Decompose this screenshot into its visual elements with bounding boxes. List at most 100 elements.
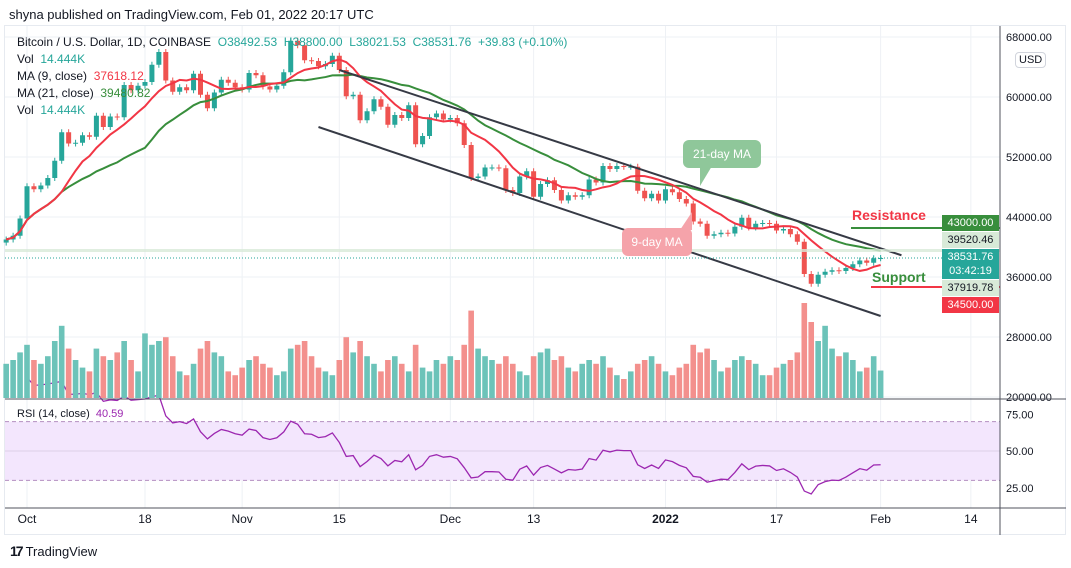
- candle-body: [114, 116, 120, 118]
- candle-body: [489, 167, 495, 169]
- candle-body: [52, 160, 58, 178]
- candle-body: [260, 75, 266, 87]
- volume-bar: [308, 356, 315, 398]
- vol-legend[interactable]: Vol 14.444K: [17, 52, 85, 66]
- date-tick-label: 14: [964, 512, 978, 526]
- price-tick-label: 68000.00: [1006, 32, 1052, 44]
- ma9-callout: 9-day MA: [622, 228, 692, 256]
- candle-body: [17, 218, 23, 236]
- tradingview-footer[interactable]: 17 TradingView: [10, 543, 97, 559]
- last-price: 38531.76: [947, 251, 994, 263]
- ma9-price-label: 37919.78: [942, 280, 999, 296]
- volume-bar: [301, 341, 308, 398]
- volume-bar: [461, 344, 468, 398]
- volume-bar: [489, 360, 495, 398]
- volume-bar: [280, 371, 287, 398]
- volume-bar: [176, 371, 183, 398]
- volume-bar: [794, 352, 801, 398]
- ma21-label: MA (21, close): [17, 86, 94, 100]
- volume-bar: [385, 360, 391, 398]
- candle-body: [621, 166, 627, 167]
- candle-body: [545, 180, 550, 184]
- candle-body: [142, 82, 148, 86]
- volume-bar: [475, 348, 481, 398]
- volume-bar: [93, 348, 100, 398]
- volume-bar: [440, 363, 447, 398]
- change-value: +39.83 (+0.10%): [477, 35, 568, 49]
- candle-body: [399, 115, 405, 118]
- volume-bar: [766, 375, 773, 398]
- vol2-label: Vol: [17, 103, 34, 117]
- volume-bar: [725, 367, 731, 398]
- volume-bar: [197, 348, 204, 398]
- candle-body: [433, 113, 439, 118]
- candle-body: [524, 171, 530, 177]
- tradingview-logo-icon: 17: [10, 543, 24, 559]
- candle-body: [711, 234, 717, 236]
- low-value: L38021.53: [349, 35, 406, 49]
- volume-bar: [72, 360, 79, 398]
- volume-bar: [274, 375, 280, 398]
- rsi-legend[interactable]: RSI (14, close) 40.59: [17, 408, 123, 420]
- candle-body: [149, 64, 155, 82]
- volume-bar: [496, 363, 502, 398]
- volume-bar: [267, 367, 273, 398]
- candle-body: [656, 193, 662, 201]
- date-tick-label: 17: [770, 512, 784, 526]
- ma9-legend[interactable]: MA (9, close) 37618.12: [17, 69, 144, 83]
- candle-body: [59, 132, 65, 161]
- volume-bar: [350, 352, 356, 398]
- candle-body: [822, 271, 828, 275]
- candle-body: [836, 270, 842, 272]
- candle-body: [718, 232, 724, 235]
- volume-bar: [745, 360, 752, 398]
- volume-bar: [843, 352, 849, 398]
- volume-bar: [600, 356, 606, 398]
- candle-body: [80, 135, 86, 143]
- date-tick-label: 2022: [652, 512, 679, 526]
- candle-body: [551, 180, 557, 190]
- candle-body: [767, 223, 773, 224]
- resistance-price-label: 43000.00: [942, 215, 999, 231]
- candle-body: [198, 73, 203, 95]
- candle-body: [496, 167, 502, 169]
- currency-button[interactable]: USD: [1015, 52, 1047, 68]
- volume-bar: [239, 367, 245, 398]
- candle-body: [309, 60, 315, 62]
- candle-body: [225, 79, 231, 83]
- candle-body: [628, 166, 634, 168]
- brand-name: TradingView: [25, 543, 98, 559]
- resistance-label: Resistance: [852, 207, 926, 223]
- candle-body: [579, 195, 585, 197]
- ma21-legend[interactable]: MA (21, close) 39480.82: [17, 86, 150, 100]
- volume-bar: [149, 344, 155, 398]
- candle-body: [218, 79, 224, 93]
- volume-bar: [808, 322, 815, 398]
- candle-body: [371, 99, 377, 112]
- volume-bar: [655, 363, 662, 398]
- volume-bar: [45, 356, 51, 398]
- candle-body: [683, 199, 689, 204]
- ma21-callout: 21-day MA: [683, 140, 761, 168]
- candle-body: [565, 195, 571, 201]
- volume-bar: [287, 348, 294, 398]
- volume-bar: [218, 356, 225, 398]
- date-tick-label: Dec: [440, 512, 461, 526]
- volume-bar: [503, 356, 509, 398]
- vol2-legend[interactable]: Vol 14.444K: [17, 103, 85, 117]
- volume-bar: [86, 371, 93, 398]
- candle-body: [843, 268, 849, 271]
- vol2-value: 14.444K: [40, 103, 86, 117]
- volume-bar: [204, 341, 211, 398]
- candle-body: [780, 229, 786, 231]
- volume-bar: [697, 352, 703, 398]
- volume-bar: [551, 360, 558, 398]
- volume-bar: [79, 367, 86, 398]
- rsi-tick-label: 75.00: [1006, 409, 1034, 421]
- volume-bar: [454, 360, 461, 398]
- volume-bar: [857, 371, 863, 398]
- candle-body: [156, 52, 162, 65]
- candle-body: [364, 111, 370, 121]
- volume-bar: [558, 356, 565, 398]
